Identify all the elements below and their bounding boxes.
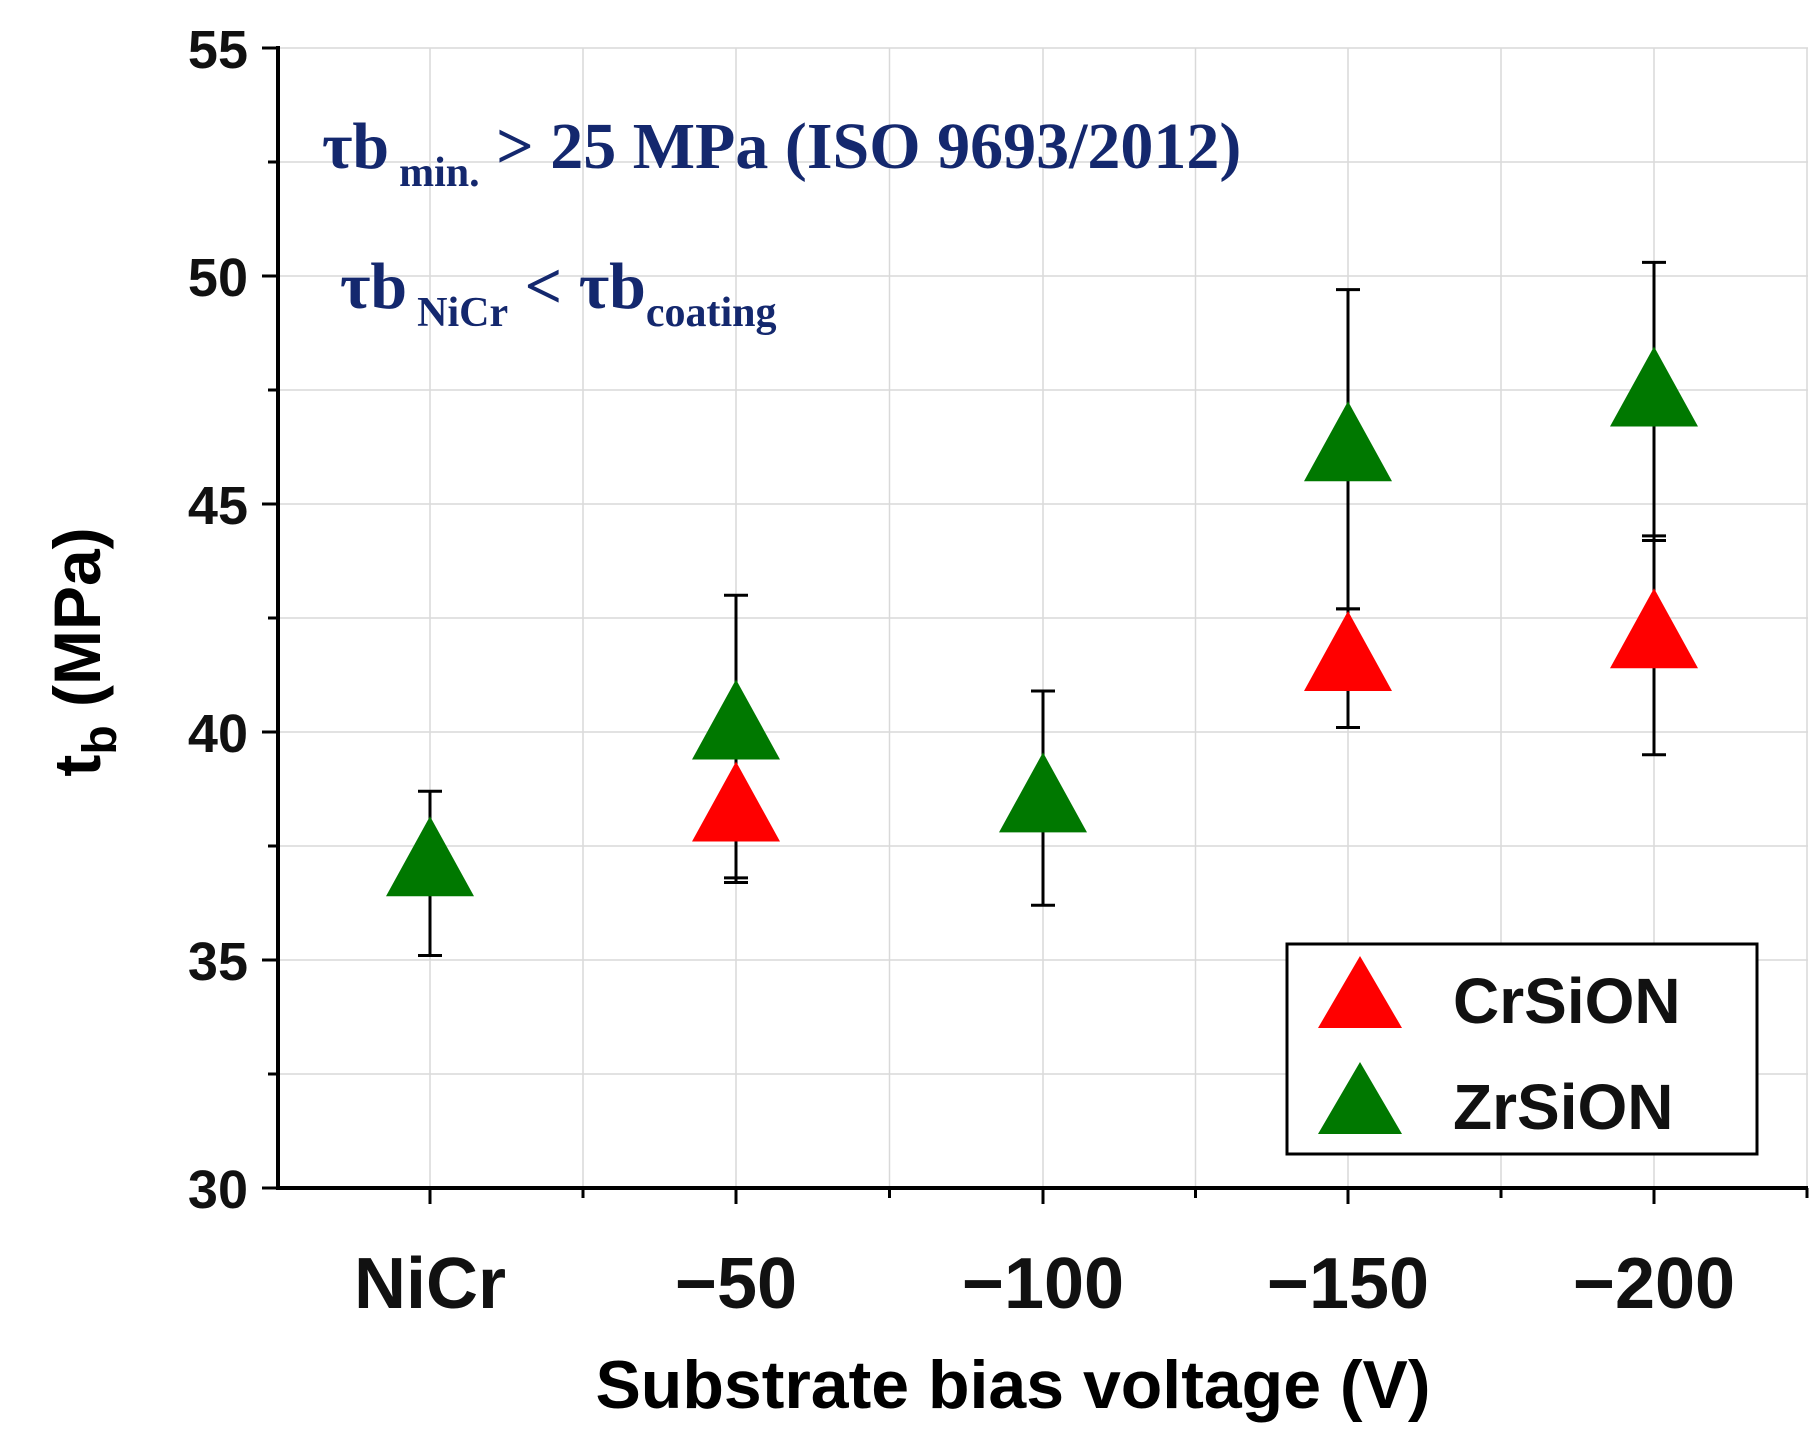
plot-marks (386, 260, 1698, 957)
y-tick-label: 35 (188, 932, 248, 992)
y-axis-title-sub: b (74, 725, 127, 754)
data-point-zrsion (692, 679, 780, 760)
legend-marker-zrsion (1318, 1062, 1402, 1134)
annotation-1-main: τb (322, 110, 389, 183)
y-axis-title: tb (MPa) (40, 527, 127, 776)
axes: 30 35 40 45 50 55 NiCr −50 −100 −150 −200 (188, 20, 1809, 1324)
annotation-1-sub: min. (399, 150, 480, 196)
x-tick-label: −150 (1267, 1244, 1429, 1324)
data-point-crsion (1610, 588, 1698, 669)
data-point-crsion (1304, 611, 1392, 692)
annotation-line-1: τb min. > 25 MPa (ISO 9693/2012) (322, 110, 1241, 196)
y-tick-label: 45 (188, 476, 248, 536)
y-tick-label: 30 (188, 1160, 248, 1220)
annotation-2-sub: NiCr (417, 290, 508, 336)
legend-label-zrsion: ZrSiON (1453, 1071, 1673, 1143)
annotation: τb min. > 25 MPa (ISO 9693/2012) τb NiCr <… (322, 110, 1241, 336)
y-tick-label: 50 (188, 248, 248, 308)
annotation-line-2: τb NiCr < τbcoating (340, 250, 777, 336)
x-axis-title: Substrate bias voltage (V) (595, 1347, 1430, 1423)
x-tick-label: −200 (1573, 1244, 1735, 1324)
legend-label-crsion: CrSiON (1453, 965, 1681, 1037)
annotation-2-main: τb (340, 250, 407, 323)
y-tick-label: 55 (188, 20, 248, 80)
data-point-crsion (692, 761, 780, 842)
data-point-zrsion (1610, 346, 1698, 427)
x-tick-label: −50 (675, 1244, 797, 1324)
data-point-zrsion (386, 816, 474, 897)
annotation-2-sub2: coating (646, 290, 777, 336)
legend-marker-crsion (1318, 956, 1402, 1028)
y-tick-label: 40 (188, 704, 248, 764)
x-tick-label: −100 (962, 1244, 1124, 1324)
data-point-zrsion (1304, 401, 1392, 482)
y-axis-title-rest: (MPa) (40, 527, 114, 725)
y-axis-title-main: t (40, 755, 114, 777)
x-tick-label: NiCr (354, 1244, 506, 1324)
legend: CrSiON ZrSiON (1285, 942, 1759, 1156)
data-point-zrsion (999, 752, 1087, 833)
annotation-1-rest: > 25 MPa (ISO 9693/2012) (480, 110, 1242, 183)
annotation-2-mid: < τb (508, 250, 646, 323)
